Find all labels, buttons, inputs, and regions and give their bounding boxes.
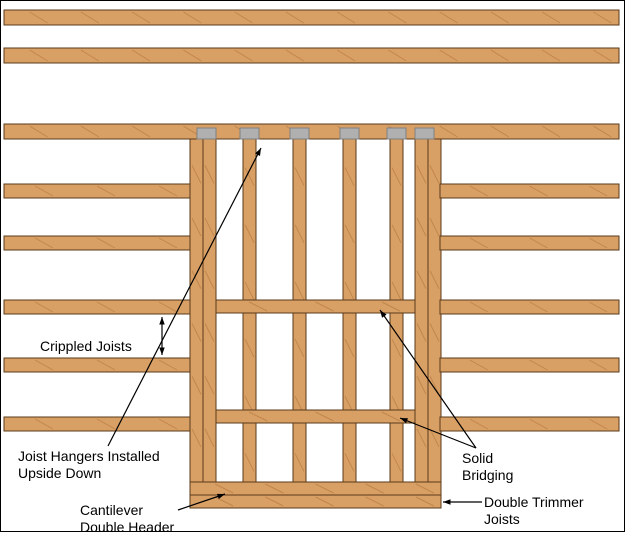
label-joist-hangers: Joist Hangers Installed Upside Down — [18, 448, 160, 482]
label-crippled-joists: Crippled Joists — [40, 338, 132, 355]
label-solid-bridging: Solid Bridging — [462, 450, 513, 484]
label-cantilever-header: Cantilever Double Header — [80, 502, 174, 536]
label-double-trimmer: Double Trimmer Joists — [484, 494, 584, 528]
